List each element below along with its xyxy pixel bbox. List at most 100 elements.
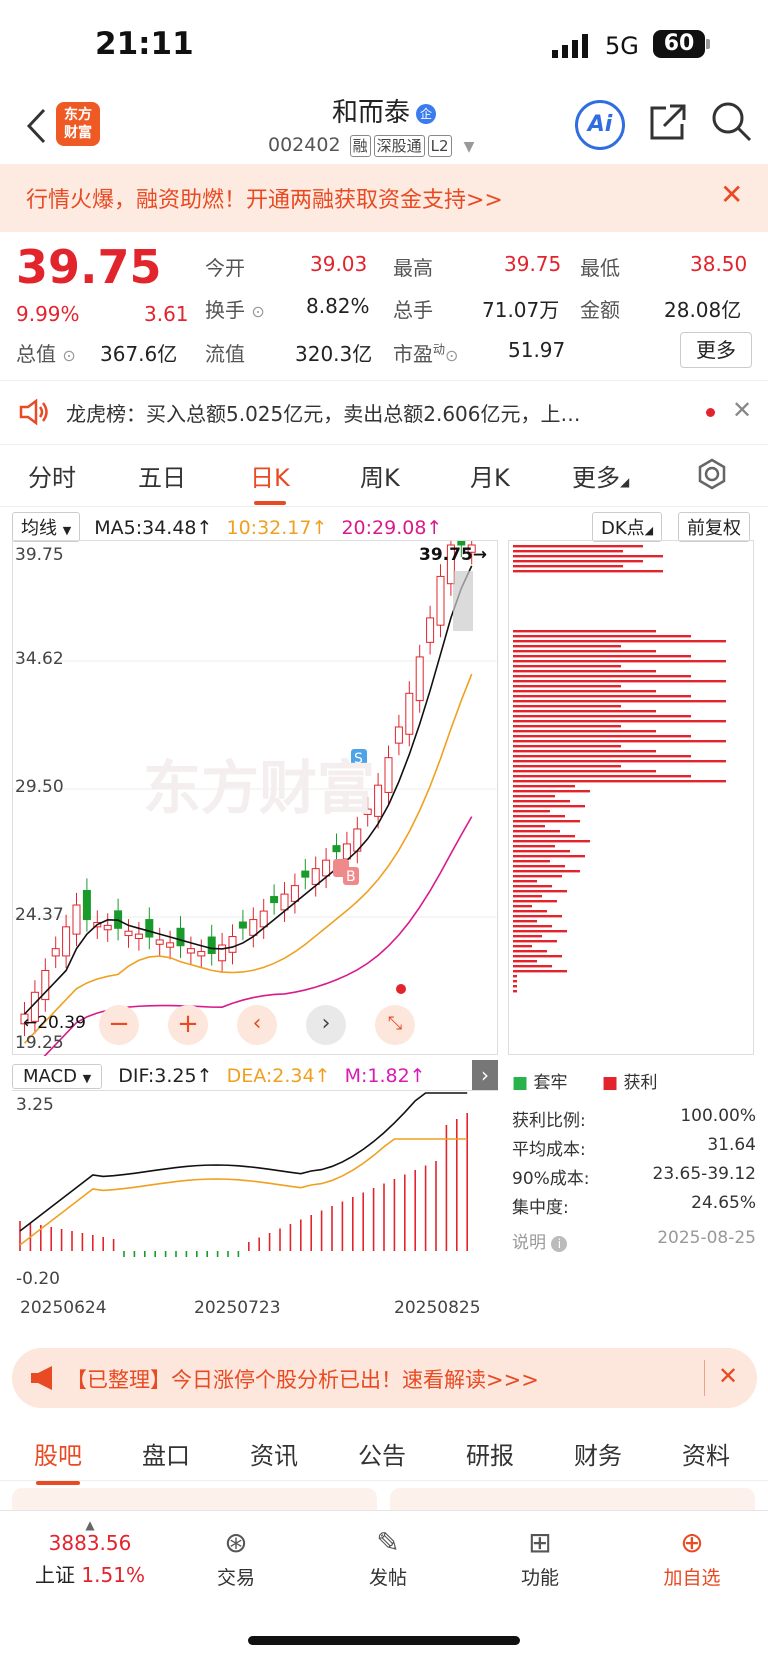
candle [332, 845, 341, 853]
settings-icon[interactable] [696, 458, 728, 490]
chip-bar [513, 800, 570, 803]
tab-announcements[interactable]: 公告 [358, 1442, 406, 1470]
chip-bar [513, 685, 621, 688]
close-icon[interactable]: ✕ [732, 396, 753, 424]
nav-functions[interactable]: ⊞ 功能 [490, 1523, 590, 1590]
chip-distribution[interactable] [508, 540, 754, 1055]
macd-chart[interactable]: 3.25 -0.20 [12, 1090, 498, 1290]
scroll-left-button[interactable]: ‹ [237, 1005, 277, 1045]
nav-post[interactable]: ✎ 发帖 [338, 1523, 438, 1590]
ai-button[interactable]: Ai [575, 100, 625, 150]
candle [363, 808, 372, 815]
candle [270, 896, 279, 904]
candle [249, 919, 258, 936]
more-button[interactable]: 更多 [680, 332, 752, 368]
margin-banner[interactable]: 行情火爆，融资助燃！开通两融获取资金支持>> ✕ [0, 164, 768, 232]
pe-value: 51.97 [508, 338, 566, 362]
dk-button[interactable]: DK点◢ [592, 512, 663, 542]
candle [155, 939, 164, 945]
index-ticker[interactable]: ▲ 3883.56 上证 1.51% [20, 1519, 160, 1588]
candle [166, 942, 175, 948]
add-circle-icon: ⊕ [680, 1526, 704, 1559]
candle [405, 692, 414, 735]
zoom-in-button[interactable]: + [168, 1005, 208, 1045]
chip-bar [513, 990, 517, 993]
tab-research[interactable]: 研报 [466, 1442, 514, 1470]
chip-bar [513, 780, 726, 783]
banner-text[interactable]: 行情火爆，融资助燃！开通两融获取资金支持>> [26, 188, 503, 213]
amount-label: 金额 [580, 298, 620, 322]
chip-bar [513, 945, 532, 948]
expand-icon[interactable]: › [472, 1060, 498, 1090]
divider [0, 380, 768, 381]
chip-bar [513, 715, 691, 718]
float-label: 流值 [205, 342, 245, 366]
tab-more[interactable]: 更多◢ [572, 464, 630, 492]
tab-five-day[interactable]: 五日 [138, 464, 186, 492]
candle [301, 870, 310, 878]
quote-panel: 39.75 9.99% 3.61 总值 ⊙ 367.6亿 今开 39.03 最高… [0, 232, 768, 380]
sell-signal [351, 749, 367, 767]
tab-orderbook[interactable]: 盘口 [142, 1442, 190, 1470]
close-icon[interactable]: ✕ [718, 1362, 739, 1390]
tag-l2: L2 [427, 135, 452, 157]
tab-daily-k[interactable]: 日K [250, 458, 290, 505]
ma20-value: 20:29.08↑ [341, 517, 443, 539]
tab-forum[interactable]: 股吧 [34, 1436, 82, 1485]
fullscreen-icon[interactable]: ⤡ [375, 1005, 415, 1045]
ma-select[interactable]: 均线 ▼ [12, 512, 81, 542]
chip-bar [513, 770, 656, 773]
ma-indicator-row: 均线 ▼ MA5:34.48↑ 10:32.17↑ 20:29.08↑ [12, 512, 442, 542]
chip-bar [513, 790, 590, 793]
dea-value: DEA:2.34↑ [226, 1065, 331, 1087]
unread-dot [706, 408, 715, 417]
zoom-out-button[interactable]: − [99, 1005, 139, 1045]
chip-bar [513, 880, 537, 883]
candle [280, 893, 289, 911]
scroll-right-button[interactable]: › [306, 1005, 346, 1045]
tab-weekly-k[interactable]: 周K [360, 464, 400, 492]
chip-bar [513, 745, 621, 748]
highlight-band [453, 571, 473, 631]
candle [384, 757, 393, 793]
candle [322, 859, 331, 877]
buy-signal-label: B [346, 869, 356, 885]
index-pct: 1.51% [81, 1563, 145, 1587]
macd-indicator-row: MACD ▼ DIF:3.25↑ DEA:2.34↑ M:1.82↑ [12, 1064, 426, 1089]
chip-bar [513, 755, 691, 758]
candle [72, 904, 81, 935]
chip-bar [513, 725, 621, 728]
chip-bar [513, 735, 691, 738]
tab-monthly-k[interactable]: 月K [470, 464, 510, 492]
banner-text[interactable]: 【已整理】今日涨停个股分析已出！速看解读>>> [66, 1368, 539, 1392]
chip-date: 2025-08-25 [657, 1228, 756, 1248]
search-icon[interactable] [710, 100, 754, 144]
analysis-banner[interactable]: 【已整理】今日涨停个股分析已出！速看解读>>> ✕ [12, 1348, 757, 1408]
tab-financials[interactable]: 财务 [574, 1442, 622, 1470]
back-icon[interactable] [24, 106, 48, 146]
tab-intraday[interactable]: 分时 [28, 464, 76, 492]
dragon-tiger-notice[interactable]: 龙虎榜：买入总额5.025亿元，卖出总额2.606亿元，上… ✕ [0, 380, 768, 444]
share-icon[interactable] [648, 102, 688, 142]
chip-bar [513, 660, 726, 663]
amount-value: 28.08亿 [664, 298, 742, 322]
tab-news[interactable]: 资讯 [250, 1442, 298, 1470]
macd-select[interactable]: MACD ▼ [12, 1064, 103, 1089]
notice-text[interactable]: 龙虎榜：买入总额5.025亿元，卖出总额2.606亿元，上… [66, 402, 581, 426]
nav-trade[interactable]: ⊛ 交易 [186, 1523, 286, 1590]
adjust-button[interactable]: 前复权 [678, 512, 750, 542]
candle [197, 951, 206, 957]
close-icon[interactable]: ✕ [720, 178, 744, 211]
chip-bar [513, 635, 691, 638]
chip-bar [513, 850, 570, 853]
tab-profile[interactable]: 资料 [682, 1442, 730, 1470]
dropdown-icon: ▼ [463, 139, 475, 155]
stock-header: 东方 财富 和而泰企 002402 融深股通 L2 ▼ Ai [0, 88, 768, 164]
ma10-value: 10:32.17↑ [226, 517, 328, 539]
nav-add-watchlist[interactable]: ⊕ 加自选 [642, 1523, 742, 1590]
speaker-icon [19, 398, 48, 426]
note-link[interactable]: 说明 i [512, 1228, 568, 1253]
card-peek [390, 1488, 755, 1510]
battery-icon: 60 [653, 30, 705, 58]
